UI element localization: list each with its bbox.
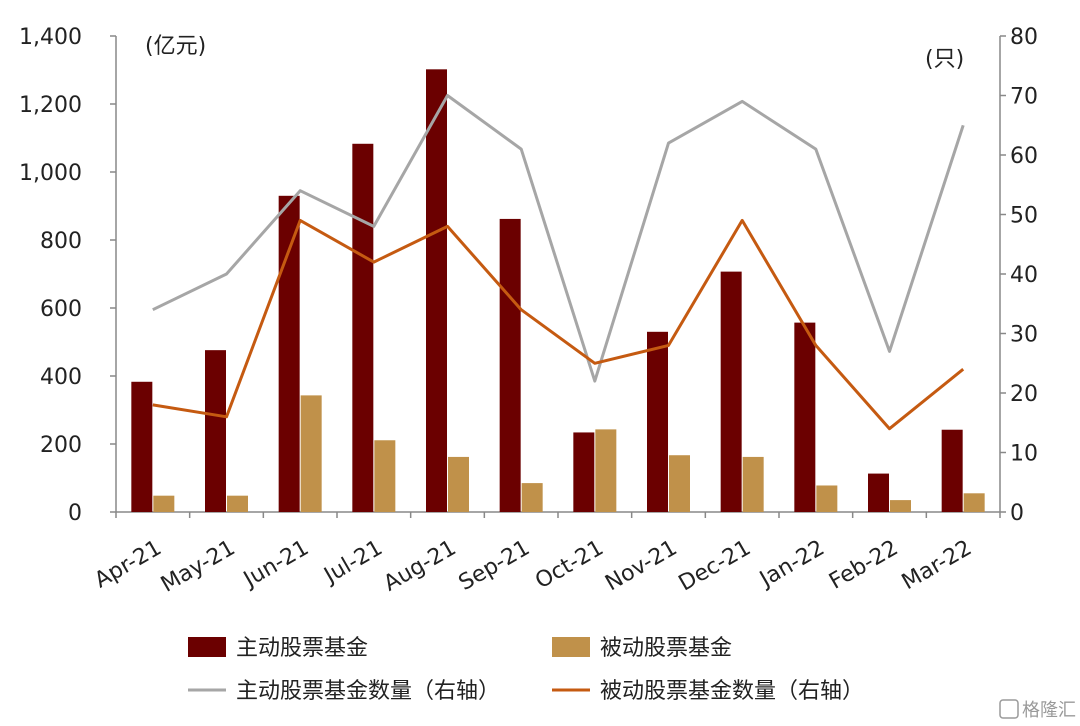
legend-label-active-count: 主动股票基金数量（右轴）: [236, 679, 500, 704]
bar-passive-fund: [300, 395, 322, 512]
bar-passive-fund: [595, 429, 617, 512]
x-tick-label: Oct-21: [531, 536, 608, 595]
right-tick-label: 20: [1010, 382, 1038, 407]
bar-active-fund: [647, 331, 668, 512]
left-tick-label: 400: [40, 365, 82, 390]
bar-active-fund: [941, 429, 963, 512]
right-tick-label: 40: [1010, 263, 1038, 288]
bar-passive-fund: [374, 440, 396, 512]
bar-active-fund: [131, 381, 153, 512]
legend-swatch-active-fund: [188, 637, 226, 657]
right-tick-label: 30: [1010, 323, 1038, 348]
right-tick-label: 50: [1010, 204, 1038, 229]
right-tick-label: 10: [1010, 442, 1038, 467]
left-axis-unit: (亿元): [145, 34, 206, 59]
line-active-count: [152, 94, 965, 383]
bar-passive-fund: [816, 485, 838, 512]
left-tick-label: 800: [40, 229, 82, 254]
x-tick-label: Mar-22: [898, 536, 976, 596]
left-tick-label: 600: [40, 297, 82, 322]
left-tick-label: 200: [40, 433, 82, 458]
x-tick-label: Jun-21: [238, 536, 313, 594]
legend-label-passive-fund: 被动股票基金: [600, 636, 732, 661]
bar-passive-fund: [448, 456, 469, 512]
bar-active-fund: [352, 143, 374, 512]
line-passive-count: [152, 218, 965, 431]
x-tick-label: Aug-21: [380, 536, 461, 597]
legend-swatch-passive-fund: [552, 637, 590, 657]
legend-label-active-fund: 主动股票基金: [236, 636, 368, 661]
right-axis-unit: (只): [925, 47, 964, 72]
legend-label-passive-count: 被动股票基金数量（右轴）: [600, 679, 864, 704]
right-tick-label: 80: [1010, 25, 1038, 50]
x-tick-label: Jan-22: [754, 536, 829, 594]
right-tick-label: 0: [1010, 501, 1024, 526]
right-tick-label: 70: [1010, 85, 1038, 110]
watermark-text: 格隆汇: [1022, 700, 1076, 721]
bar-passive-fund: [153, 495, 175, 512]
axes: [110, 35, 1006, 518]
x-tick-label: Nov-21: [601, 536, 681, 597]
bar-active-fund: [499, 218, 521, 513]
bar-active-fund: [426, 69, 447, 512]
bar-active-fund: [720, 271, 742, 512]
bar-passive-fund: [890, 500, 911, 512]
watermark: 格隆汇: [999, 699, 1076, 721]
x-tick-label: Dec-21: [675, 536, 755, 597]
bar-passive-fund: [963, 493, 985, 512]
bar-active-fund: [573, 432, 595, 512]
watermark-logo-icon: [999, 699, 1019, 719]
left-tick-label: 1,200: [19, 93, 82, 118]
bars: [131, 69, 985, 513]
x-tick-label: Apr-21: [90, 536, 165, 594]
left-tick-label: 1,400: [19, 25, 82, 50]
bar-passive-fund: [742, 456, 764, 512]
bar-passive-fund: [227, 495, 248, 512]
x-tick-label: May-21: [157, 536, 240, 598]
bar-passive-fund: [669, 455, 690, 512]
right-tick-label: 60: [1010, 144, 1038, 169]
x-tick-label: Feb-22: [825, 536, 902, 595]
bar-active-fund: [794, 322, 816, 512]
bar-passive-fund: [521, 483, 543, 512]
bar-active-fund: [868, 473, 889, 512]
x-tick-label: Sep-21: [455, 536, 535, 596]
left-tick-label: 1,000: [19, 161, 82, 186]
bar-active-fund: [205, 350, 226, 512]
bar-active-fund: [278, 195, 300, 513]
left-tick-label: 0: [68, 501, 82, 526]
lines: [152, 94, 965, 431]
legend: 主动股票基金 被动股票基金 主动股票基金数量（右轴） 被动股票基金数量（右轴）: [188, 636, 864, 704]
x-tick-label: Jul-21: [318, 536, 386, 590]
